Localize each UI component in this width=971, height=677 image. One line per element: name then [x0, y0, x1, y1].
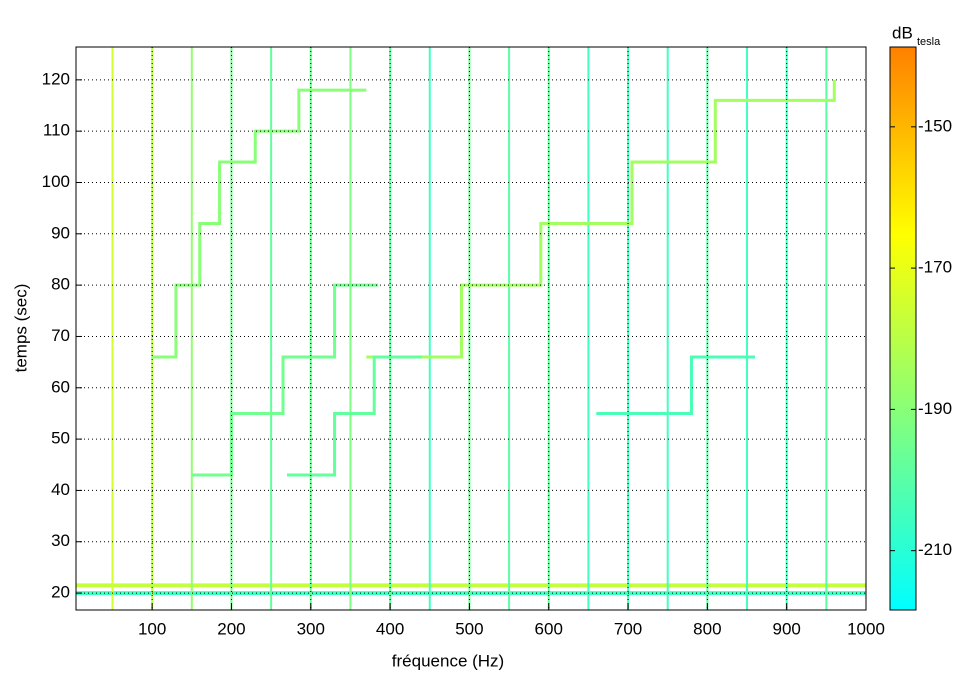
track [191, 283, 379, 477]
x-axis-label: fréquence (Hz) [392, 651, 504, 670]
track [366, 79, 836, 359]
x-tick-label: 900 [772, 619, 800, 638]
y-axis-label: temps (sec) [11, 284, 30, 373]
y-tick-label: 20 [51, 583, 70, 602]
plot-area [76, 47, 866, 610]
x-tick-label: 100 [138, 619, 166, 638]
colorbar [889, 46, 917, 611]
y-tick-label: 90 [51, 223, 70, 242]
track [596, 355, 755, 415]
y-tick-label: 50 [51, 429, 70, 448]
y-tick-label: 100 [42, 172, 70, 191]
track [152, 88, 367, 359]
x-tick-label: 200 [217, 619, 245, 638]
x-tick-label: 500 [455, 619, 483, 638]
colorbar-tick-label: -170 [918, 258, 952, 277]
plot-marks [76, 47, 866, 610]
y-tick-label: 40 [51, 480, 70, 499]
x-tick-label: 700 [614, 619, 642, 638]
colorbar-tick-label: -210 [918, 540, 952, 559]
y-tick-label: 80 [51, 275, 70, 294]
plot-frame [75, 46, 867, 611]
track [286, 355, 422, 477]
y-tick-label: 60 [51, 377, 70, 396]
colorbar-label-sub: tesla [917, 36, 941, 48]
y-tick-label: 120 [42, 69, 70, 88]
x-tick-label: 300 [297, 619, 325, 638]
x-tick-label: 1000 [847, 619, 885, 638]
y-tick-label: 70 [51, 326, 70, 345]
x-tick-label: 800 [693, 619, 721, 638]
y-tick-label: 30 [51, 531, 70, 550]
colorbar-tick-label: -190 [918, 399, 952, 418]
x-tick-label: 400 [376, 619, 404, 638]
colorbar-tick-label: -150 [918, 116, 952, 135]
colorbar-label: dB [892, 23, 913, 42]
y-tick-label: 110 [43, 121, 70, 140]
x-tick-label: 600 [535, 619, 563, 638]
